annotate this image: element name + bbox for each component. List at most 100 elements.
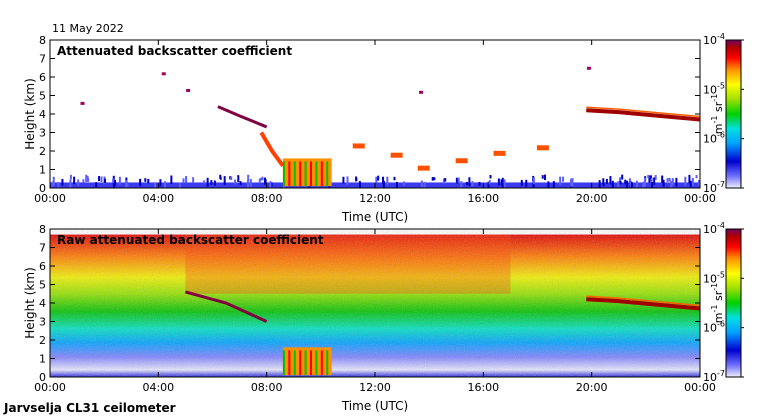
cloud-streak xyxy=(304,350,307,376)
y-tick-label: 7 xyxy=(39,242,46,255)
boundary-speckle xyxy=(501,177,504,183)
cloud-streak xyxy=(304,161,307,187)
colorbar-tick-label: 10-5 xyxy=(703,270,725,285)
boundary-speckle xyxy=(697,179,700,187)
panel-title: Raw attenuated backscatter coefficient xyxy=(57,233,324,247)
boundary-speckle xyxy=(654,174,657,180)
y-tick-label: 5 xyxy=(39,279,46,292)
boundary-speckle xyxy=(114,179,117,186)
boundary-speckle xyxy=(86,176,89,181)
boundary-speckle xyxy=(502,182,505,188)
boundary-speckle xyxy=(668,177,671,182)
cloud-streak xyxy=(320,161,323,187)
boundary-speckle xyxy=(98,176,101,182)
boundary-speckle xyxy=(689,180,692,187)
boundary-speckle xyxy=(460,181,463,188)
boundary-speckle xyxy=(355,177,358,181)
boundary-speckle xyxy=(258,178,261,184)
boundary-speckle xyxy=(264,177,267,185)
cloud-patch xyxy=(493,150,506,156)
boundary-speckle xyxy=(442,178,445,184)
boundary-speckle xyxy=(95,182,98,188)
boundary-speckle xyxy=(52,176,55,186)
cloud-patch xyxy=(536,145,549,151)
plot-area xyxy=(50,229,700,377)
y-tick-label: 4 xyxy=(39,297,46,310)
boundary-speckle xyxy=(185,175,188,183)
boundary-speckle xyxy=(630,182,633,188)
colorbar-tick-label: 10-7 xyxy=(703,369,725,384)
colorbar-tick-label: 10-7 xyxy=(703,180,725,195)
x-tick-label: 12:00 xyxy=(359,192,391,205)
colorbar-unit-label: m-1 sr-1 xyxy=(710,94,725,134)
boundary-speckle xyxy=(423,181,426,188)
boundary-speckle xyxy=(487,181,490,188)
cloud-streak xyxy=(326,161,329,187)
elevated-aerosol-layer xyxy=(217,105,268,129)
y-tick-label: 8 xyxy=(39,223,46,236)
boundary-speckle xyxy=(112,181,115,188)
x-tick-label: 16:00 xyxy=(467,192,499,205)
boundary-speckle xyxy=(104,178,107,184)
boundary-speckle xyxy=(457,177,460,183)
boundary-speckle xyxy=(465,181,468,185)
boundary-speckle xyxy=(624,179,627,185)
evening-aerosol-layer xyxy=(586,108,700,122)
y-tick-label: 1 xyxy=(39,353,46,366)
boundary-speckle xyxy=(552,181,555,188)
boundary-speckle xyxy=(648,175,651,183)
boundary-speckle xyxy=(377,175,380,181)
x-tick-label: 12:00 xyxy=(359,381,391,394)
y-axis-label: Height (km) xyxy=(23,78,37,149)
boundary-speckle xyxy=(621,174,624,180)
boundary-speckle xyxy=(246,180,249,188)
boundary-speckle xyxy=(269,181,272,188)
colorbar-tick-label: 10-6 xyxy=(703,320,725,335)
sparse-return xyxy=(186,88,191,92)
boundary-speckle xyxy=(147,178,150,184)
precipitation-streak xyxy=(259,131,285,167)
y-tick-label: 0 xyxy=(39,371,46,384)
boundary-speckle xyxy=(77,179,80,186)
boundary-speckle xyxy=(635,180,638,188)
boundary-speckle xyxy=(532,177,535,185)
cloud-streak xyxy=(310,161,312,187)
x-tick-label: 20:00 xyxy=(576,192,608,205)
cloud-streak xyxy=(320,350,323,376)
cloud-patch xyxy=(390,152,403,158)
boundary-speckle xyxy=(237,175,240,182)
x-tick-label: 04:00 xyxy=(142,192,174,205)
boundary-speckle xyxy=(500,179,503,186)
boundary-speckle xyxy=(229,176,232,180)
y-tick-label: 2 xyxy=(39,145,46,158)
x-tick-label: 08:00 xyxy=(251,381,283,394)
instrument-footer: Jarvselja CL31 ceilometer xyxy=(4,401,176,415)
y-tick-label: 3 xyxy=(39,316,46,329)
cloud-streak xyxy=(310,350,312,376)
x-tick-label: 00:00 xyxy=(34,192,66,205)
boundary-speckle xyxy=(260,177,263,181)
sparse-return xyxy=(161,72,166,76)
boundary-speckle xyxy=(431,177,434,181)
boundary-speckle xyxy=(691,177,694,186)
boundary-speckle xyxy=(619,180,622,185)
sparse-return xyxy=(419,90,424,94)
boundary-speckle xyxy=(444,178,447,182)
x-axis-label: Time (UTC) xyxy=(341,399,408,413)
boundary-speckle xyxy=(547,181,550,188)
boundary-speckle xyxy=(210,180,213,185)
cloud-streak xyxy=(288,161,291,187)
cloud-streak xyxy=(282,350,285,376)
colorbar-unit-label: m-1 sr-1 xyxy=(710,283,725,323)
boundary-speckle xyxy=(688,174,691,184)
boundary-speckle xyxy=(375,176,378,183)
boundary-speckle xyxy=(611,180,614,188)
y-tick-label: 2 xyxy=(39,334,46,347)
y-tick-label: 5 xyxy=(39,90,46,103)
boundary-speckle xyxy=(468,177,471,187)
boundary-speckle xyxy=(619,177,622,183)
cloud-streak xyxy=(299,161,302,187)
low-cloud xyxy=(282,347,332,376)
boundary-speckle xyxy=(559,176,562,186)
